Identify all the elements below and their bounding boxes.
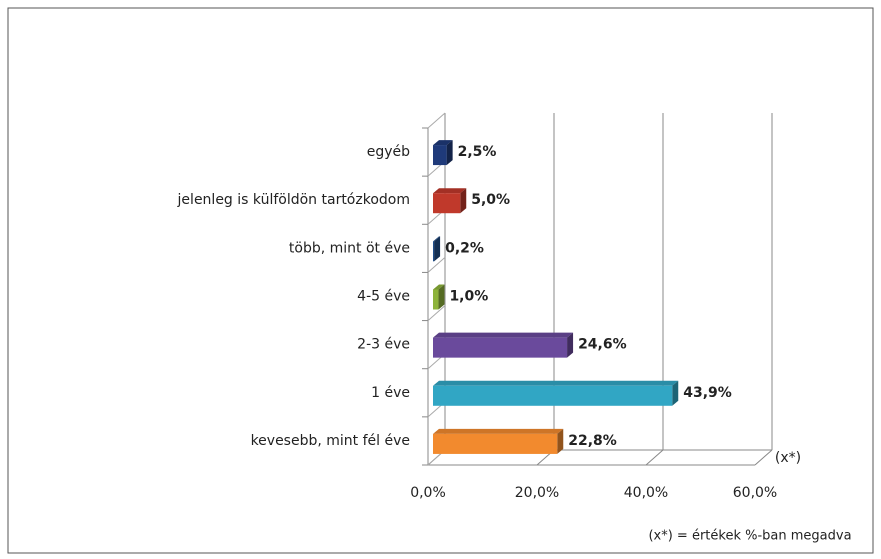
value-label: 0,2% bbox=[445, 240, 484, 256]
x-tick-label: 40,0% bbox=[624, 485, 668, 501]
bar-side bbox=[460, 188, 467, 214]
bar bbox=[433, 433, 558, 454]
bar-top bbox=[433, 380, 679, 386]
y-tick-label: jelenleg is külföldön tartózkodom bbox=[177, 192, 410, 208]
bar bbox=[433, 337, 568, 358]
y-tick-label: több, mint öt éve bbox=[289, 240, 410, 256]
bar bbox=[433, 289, 439, 310]
bar bbox=[433, 145, 447, 166]
x-tick-label: 20,0% bbox=[515, 485, 559, 501]
value-label: 22,8% bbox=[568, 433, 617, 449]
bar-side bbox=[434, 236, 441, 262]
bar-side bbox=[438, 284, 445, 310]
bar bbox=[433, 385, 673, 406]
axis-label: (x*) bbox=[775, 450, 801, 466]
value-label: 2,5% bbox=[458, 144, 497, 160]
bar-top bbox=[433, 188, 467, 194]
bar-side bbox=[446, 140, 453, 166]
grid-line bbox=[754, 449, 773, 466]
bar bbox=[433, 241, 435, 262]
bar-top bbox=[433, 284, 445, 290]
value-label: 43,9% bbox=[683, 385, 732, 401]
bar-side bbox=[672, 380, 679, 406]
y-tick-label: 2-3 éve bbox=[357, 337, 410, 353]
bar bbox=[433, 193, 461, 214]
y-tick-label: egyéb bbox=[367, 144, 410, 160]
bar-top bbox=[433, 140, 453, 146]
tick-mark bbox=[427, 257, 446, 273]
y-tick-label: 4-5 éve bbox=[357, 289, 410, 305]
footnote: (x*) = értékek %-ban megadva bbox=[648, 529, 851, 544]
x-tick-label: 60,0% bbox=[733, 485, 777, 501]
tick-mark bbox=[427, 305, 446, 321]
value-label: 5,0% bbox=[471, 192, 510, 208]
y-tick-label: 1 éve bbox=[371, 385, 410, 401]
y-tick-label: kevesebb, mint fél éve bbox=[251, 433, 410, 449]
bar-top bbox=[433, 428, 564, 434]
frame bbox=[7, 7, 874, 554]
bar-top bbox=[433, 236, 441, 242]
x-tick-label: 0,0% bbox=[410, 485, 446, 501]
bar-side bbox=[557, 428, 564, 454]
value-label: 1,0% bbox=[449, 289, 488, 305]
value-label: 24,6% bbox=[578, 337, 627, 353]
tick-mark bbox=[427, 112, 446, 129]
bar-top bbox=[433, 332, 574, 338]
grid-line bbox=[645, 449, 664, 466]
bar-side bbox=[567, 332, 574, 358]
